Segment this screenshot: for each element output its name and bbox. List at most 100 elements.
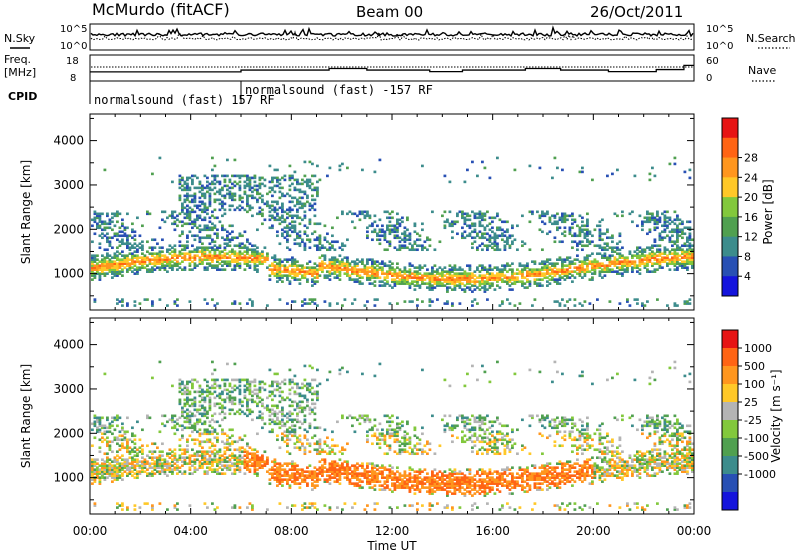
power-cell xyxy=(193,204,197,208)
power-cell xyxy=(198,246,202,250)
power-cell xyxy=(338,246,342,250)
power-cell xyxy=(578,226,582,230)
power-cell xyxy=(613,264,617,267)
power-cell xyxy=(513,276,517,279)
velocity-cell xyxy=(273,458,277,462)
power-cell xyxy=(621,274,624,277)
power-cell xyxy=(221,174,224,178)
power-cell xyxy=(186,244,189,248)
power-cell xyxy=(316,236,319,240)
power-cell xyxy=(408,284,412,287)
power-cell xyxy=(598,270,602,273)
power-cell xyxy=(378,230,382,234)
power-cell xyxy=(261,200,264,204)
velocity-cell xyxy=(101,424,104,428)
power-cell xyxy=(506,220,509,224)
power-cell xyxy=(116,272,119,275)
power-cell xyxy=(273,254,277,258)
velocity-cell xyxy=(116,502,119,505)
noise-right-tick-high: 10^5 xyxy=(706,24,733,35)
velocity-cell xyxy=(276,388,279,392)
power-cell xyxy=(668,250,672,254)
power-cell xyxy=(451,266,454,269)
power-cell xyxy=(473,288,477,291)
power-cell xyxy=(306,266,309,269)
velocity-cell xyxy=(196,420,199,424)
velocity-cell xyxy=(161,470,164,473)
velocity-cell xyxy=(203,470,207,473)
power-cell xyxy=(413,272,417,275)
power-cell xyxy=(148,258,152,261)
velocity-cell xyxy=(211,360,214,364)
velocity-cell xyxy=(281,410,284,414)
power-cell xyxy=(163,258,167,261)
power-cell xyxy=(198,230,202,234)
power-cell xyxy=(468,268,472,271)
power-cell xyxy=(151,252,154,256)
power-cell xyxy=(188,216,192,220)
velocity-cell xyxy=(221,440,224,444)
power-cell xyxy=(198,190,202,194)
velocity-cell xyxy=(268,468,272,471)
velocity-cell xyxy=(196,390,199,394)
power-cell xyxy=(403,300,407,303)
power-cell xyxy=(188,176,192,180)
power-cell xyxy=(381,272,384,275)
power-cell xyxy=(463,236,467,240)
power-cell xyxy=(653,220,657,224)
power-cell xyxy=(663,236,667,240)
power-cell xyxy=(116,274,119,277)
power-cell xyxy=(313,272,317,275)
power-cell xyxy=(563,278,567,281)
power-cell xyxy=(226,262,229,265)
power-cell xyxy=(106,266,109,269)
velocity-cell xyxy=(296,404,299,408)
velocity-cell xyxy=(106,452,109,456)
velocity-cell xyxy=(193,438,197,442)
power-cell xyxy=(366,210,369,214)
power-cell xyxy=(521,244,524,248)
power-cell xyxy=(416,272,419,275)
power-cell xyxy=(196,186,199,190)
velocity-cell xyxy=(261,466,264,469)
velocity-cell xyxy=(246,444,249,448)
power-cell xyxy=(281,280,284,283)
power-cell xyxy=(121,264,124,267)
velocity-cell xyxy=(248,392,252,396)
power-cell xyxy=(496,228,499,232)
power-cell xyxy=(533,270,537,273)
velocity-cell xyxy=(151,504,154,507)
power-cell xyxy=(111,212,114,216)
velocity-cell xyxy=(216,506,219,509)
power-cell xyxy=(568,266,572,269)
power-cell xyxy=(343,298,347,301)
power-cell xyxy=(176,256,179,260)
velocity-cell xyxy=(101,416,104,420)
velocity-cell xyxy=(191,460,194,464)
power-cell xyxy=(231,302,234,305)
velocity-cell xyxy=(156,456,159,460)
power-cell xyxy=(303,224,307,228)
power-cell xyxy=(193,256,197,260)
power-cell xyxy=(666,256,669,260)
power-cell xyxy=(226,242,229,246)
power-cell xyxy=(663,218,667,222)
power-cell xyxy=(571,218,574,222)
power-cell xyxy=(296,200,299,204)
velocity-cell xyxy=(216,436,219,440)
power-cell xyxy=(673,260,677,263)
power-cell xyxy=(603,232,607,236)
power-cell xyxy=(378,268,382,271)
power-cell xyxy=(288,214,292,218)
power-cell xyxy=(486,244,489,248)
power-cell xyxy=(406,238,409,242)
velocity-cell xyxy=(293,446,297,450)
power-cell xyxy=(426,274,429,277)
power-cell xyxy=(106,248,109,252)
velocity-cell xyxy=(226,438,229,442)
power-cell xyxy=(411,244,414,248)
velocity-cell xyxy=(116,442,119,446)
power-cell xyxy=(453,264,457,267)
power-cell xyxy=(246,198,249,202)
power-cell xyxy=(111,276,114,279)
